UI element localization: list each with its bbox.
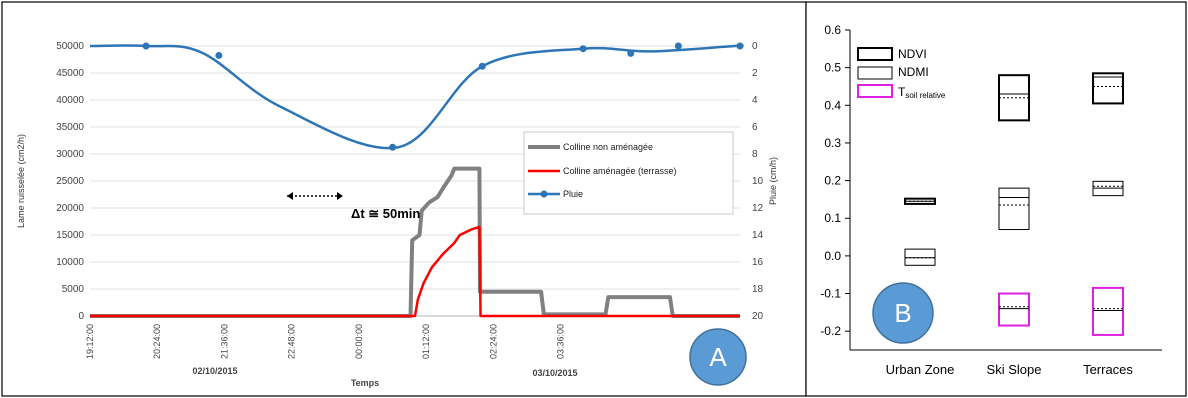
x-tick-label: 01:12:00 bbox=[421, 324, 431, 359]
legend-a: Colline non aménagée Colline aménagée (t… bbox=[523, 131, 734, 215]
pluie-marker bbox=[579, 45, 587, 53]
date-label-2: 03/10/2015 bbox=[532, 368, 577, 378]
boxplot-chart: -0.2 -0.1 0.0 0.1 0.2 0.3 0.4 0.5 0.6 Urban Zone… bbox=[820, 23, 1162, 377]
pluie-marker bbox=[478, 62, 486, 70]
b-x-tick-label: Terraces bbox=[1083, 362, 1133, 377]
pluie-marker bbox=[627, 49, 635, 57]
right-y-tick-label: 20 bbox=[752, 311, 764, 322]
pluie-marker bbox=[736, 42, 744, 50]
b-y-tick-label: 0.0 bbox=[824, 249, 841, 263]
box-t-soil-relative bbox=[1092, 286, 1124, 336]
panel-a-badge: A bbox=[689, 328, 747, 386]
left-y-tick-labels: 0 5000 10000 15000 20000 25000 30000 35000 40000… bbox=[56, 41, 84, 322]
box-t-soil-relative bbox=[998, 292, 1030, 327]
b-y-tick-label: -0.1 bbox=[820, 287, 841, 301]
y-tick-label: 50000 bbox=[56, 41, 84, 52]
badge-b-circle bbox=[872, 282, 934, 344]
x-tick-label: 19:12:00 bbox=[85, 324, 95, 359]
legend-label-gray: Colline non aménagée bbox=[563, 142, 653, 152]
right-y-tick-label: 8 bbox=[752, 149, 758, 160]
legend-ndmi-swatch bbox=[857, 66, 893, 80]
right-y-tick-label: 16 bbox=[752, 257, 764, 268]
b-y-tick-label: 0.3 bbox=[824, 136, 841, 150]
y-axis-label: Lame ruisselée (cm2/h) bbox=[16, 134, 26, 228]
box-ndmi bbox=[904, 248, 936, 266]
panel-b-border bbox=[805, 1, 1187, 397]
pluie-marker bbox=[674, 42, 682, 50]
runoff-chart: 0 5000 10000 15000 20000 25000 30000 35000 40000… bbox=[16, 41, 778, 388]
b-x-tick-labels: Urban Zone Ski Slope Terraces bbox=[886, 362, 1134, 377]
y-tick-label: 0 bbox=[78, 311, 84, 322]
right-y-tick-label: 14 bbox=[752, 230, 764, 241]
x-tick-labels: 19:12:00 20:24:00 21:36:00 22:48:00 00:00:00… bbox=[85, 324, 566, 359]
right-y-tick-label: 18 bbox=[752, 284, 764, 295]
b-boxes bbox=[904, 72, 1124, 336]
box-ndmi bbox=[998, 187, 1030, 231]
x-tick-label: 21:36:00 bbox=[219, 324, 229, 359]
panel-b-badge: B bbox=[872, 282, 934, 344]
right-y-tick-label: 0 bbox=[752, 41, 758, 52]
legend-tsoil-swatch bbox=[857, 84, 893, 98]
y-tick-label: 35000 bbox=[56, 122, 84, 133]
right-y-tick-labels: 0 2 4 6 8 10 12 14 16 18 20 bbox=[752, 41, 764, 322]
date-label-1: 02/10/2015 bbox=[192, 366, 237, 376]
b-x-tick-label: Urban Zone bbox=[886, 362, 955, 377]
badge-a-label: A bbox=[709, 342, 727, 372]
y-tick-label: 5000 bbox=[62, 284, 85, 295]
legend-ndmi-label: NDMI bbox=[898, 65, 929, 79]
b-y-tick-labels: -0.2 -0.1 0.0 0.1 0.2 0.3 0.4 0.5 0.6 bbox=[820, 23, 850, 338]
right-y-tick-label: 4 bbox=[752, 95, 758, 106]
y-tick-label: 30000 bbox=[56, 149, 84, 160]
b-y-tick-label: 0.5 bbox=[824, 61, 841, 75]
right-y-tick-label: 10 bbox=[752, 176, 764, 187]
y-tick-label: 20000 bbox=[56, 203, 84, 214]
right-y-axis-label: Pluie (cm/h) bbox=[768, 157, 778, 205]
y-tick-label: 10000 bbox=[56, 257, 84, 268]
y-tick-label: 45000 bbox=[56, 68, 84, 79]
x-axis-label: Temps bbox=[351, 378, 379, 388]
legend-ndvi-label: NDVI bbox=[898, 47, 927, 61]
b-x-tick-label: Ski Slope bbox=[987, 362, 1042, 377]
y-tick-label: 25000 bbox=[56, 176, 84, 187]
b-y-tick-label: 0.6 bbox=[824, 23, 841, 37]
y-tick-label: 15000 bbox=[56, 230, 84, 241]
delta-t-label: Δt ≅ 50min bbox=[351, 206, 420, 221]
right-y-tick-label: 6 bbox=[752, 122, 758, 133]
x-tick-label: 20:24:00 bbox=[152, 324, 162, 359]
pluie-marker bbox=[215, 51, 223, 59]
box-ndvi bbox=[1092, 72, 1124, 105]
legend-label-blue: Pluie bbox=[563, 189, 583, 199]
legend-marker-blue bbox=[540, 190, 548, 198]
x-tick-label: 02:24:00 bbox=[488, 324, 498, 359]
series-line-colline-non-amenagee bbox=[90, 166, 740, 318]
right-y-tick-label: 2 bbox=[752, 68, 758, 79]
legend-label-red: Colline aménagée (terrasse) bbox=[563, 166, 677, 176]
series-lines bbox=[89, 42, 744, 318]
pluie-marker bbox=[389, 143, 397, 151]
b-y-tick-label: -0.2 bbox=[820, 324, 841, 338]
x-tick-label: 22:48:00 bbox=[287, 324, 297, 359]
b-y-tick-label: 0.4 bbox=[824, 98, 841, 112]
b-y-tick-label: 0.1 bbox=[824, 211, 841, 225]
pluie-marker bbox=[142, 42, 150, 50]
b-y-tick-label: 0.2 bbox=[824, 174, 841, 188]
legend-tsoil-label: Tsoil relative bbox=[898, 85, 946, 100]
series-line-pluie bbox=[89, 44, 744, 150]
right-y-tick-label: 12 bbox=[752, 203, 764, 214]
y-tick-label: 40000 bbox=[56, 95, 84, 106]
legend-b: NDVI NDMI Tsoil relative bbox=[857, 47, 946, 100]
series-line-colline-amenagee bbox=[90, 225, 740, 318]
badge-a-circle bbox=[689, 328, 747, 386]
x-tick-label: 03:36:00 bbox=[556, 324, 566, 359]
x-tick-label: 00:00:00 bbox=[354, 324, 364, 359]
badge-b-label: B bbox=[894, 298, 911, 328]
legend-ndvi-swatch bbox=[857, 47, 893, 61]
delta-t-annotation: Δt ≅ 50min bbox=[287, 192, 420, 221]
